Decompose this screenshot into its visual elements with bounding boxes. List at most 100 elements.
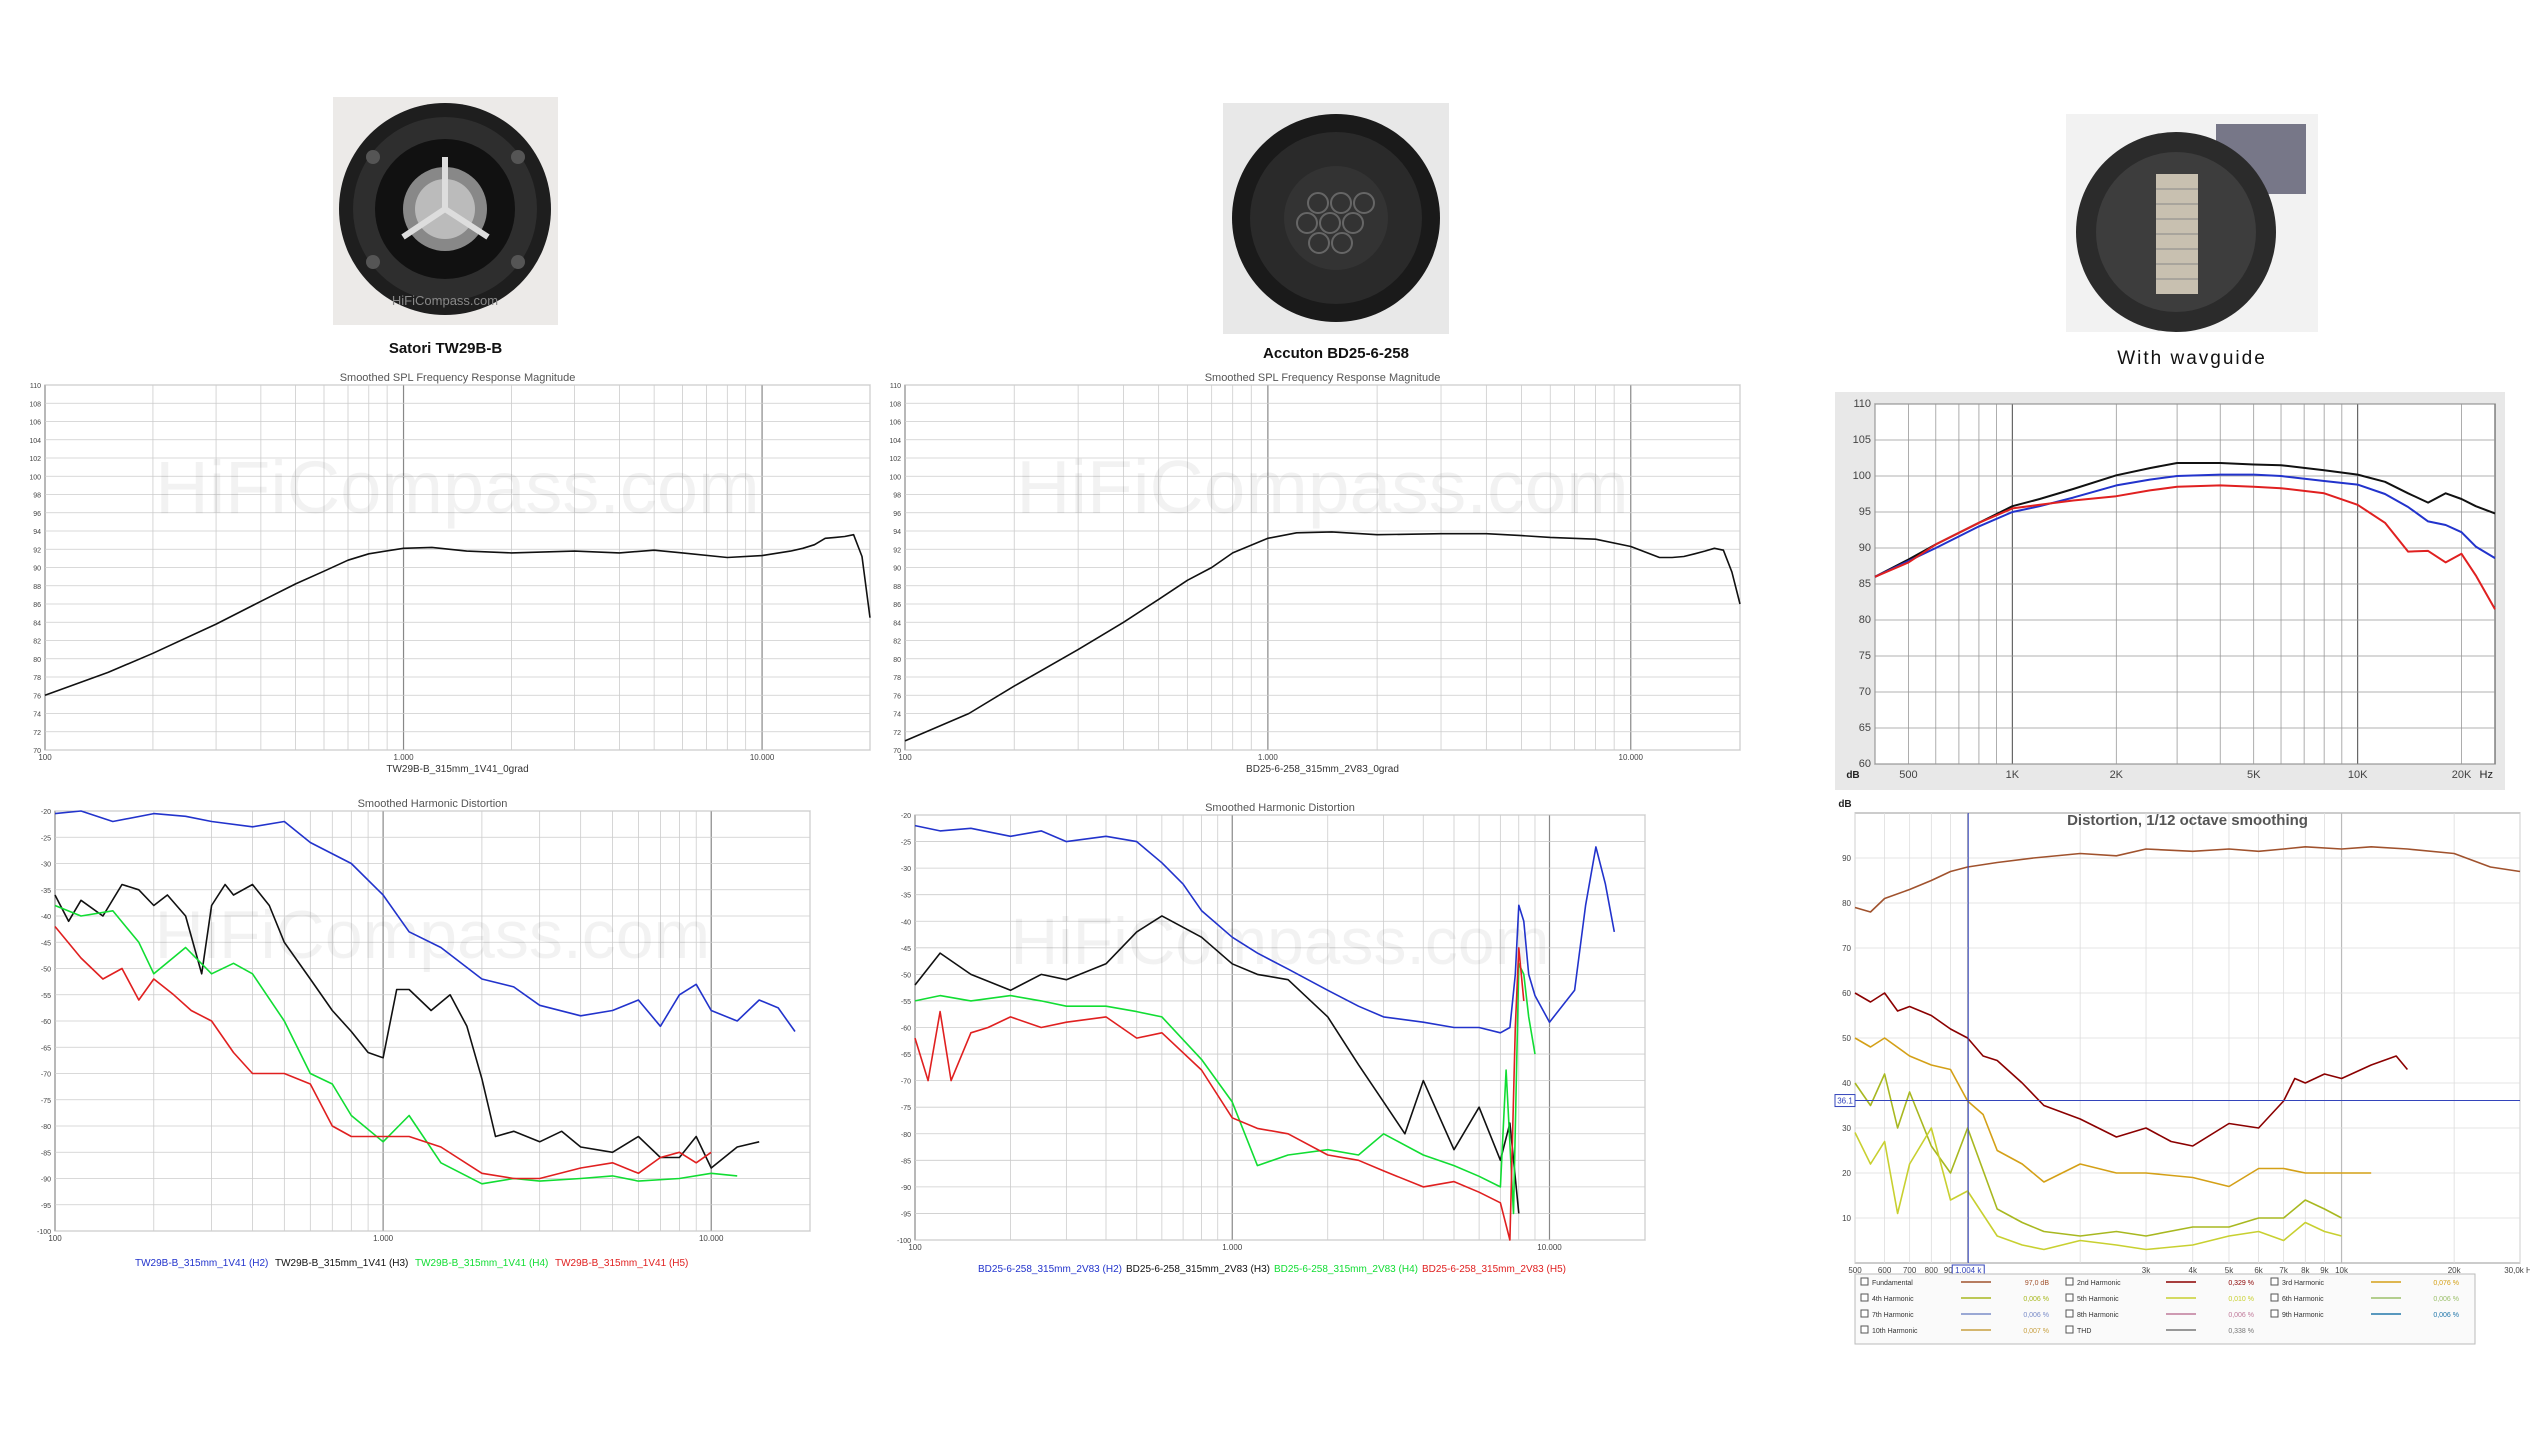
y-tick-label: -40: [901, 919, 911, 926]
legend-name: 2nd Harmonic: [2077, 1280, 2121, 1287]
y-tick-label: 102: [890, 456, 901, 463]
y-axis-label: dB: [1846, 770, 1859, 781]
y-tick-label: -60: [41, 1019, 51, 1026]
legend-entry: TW29B-B_315mm_1V41 (H5): [555, 1258, 688, 1269]
series-line-2: [54, 883, 760, 1169]
y-tick-label: 72: [893, 730, 901, 737]
legend-value: 0,007 %: [2023, 1328, 2049, 1335]
series-line-1: [1874, 462, 2496, 578]
x-tick-label: 10K: [2348, 769, 2368, 781]
y-tick-label: -20: [901, 813, 911, 820]
x-tick-label: 500: [1848, 1266, 1862, 1275]
y-tick-label: 80: [33, 657, 41, 664]
y-tick-label: -30: [901, 866, 911, 873]
y-tick-label: 108: [30, 401, 41, 408]
caption-accuton: Accuton BD25-6-258: [1263, 345, 1409, 362]
y-tick-label: -65: [901, 1052, 911, 1059]
watermark: HiFiCompass.com: [155, 897, 710, 973]
chart-waveguide-distortion: 1020304050607080905006007008009001k3k4k5…: [1834, 799, 2530, 1345]
y-tick-label: 20: [1842, 1169, 1851, 1178]
series-line-2: [914, 915, 1520, 1214]
legend-entry: BD25-6-258_315mm_2V83 (H4): [1274, 1264, 1418, 1275]
y-tick-label: 60: [1842, 989, 1851, 998]
y-tick-label: 60: [1859, 758, 1871, 770]
legend-value: 0,338 %: [2228, 1328, 2254, 1335]
legend-checkbox[interactable]: [1860, 1325, 1869, 1334]
legend-name: 4th Harmonic: [1872, 1296, 1914, 1303]
y-tick-label: -50: [41, 967, 51, 974]
chart-waveguide-frequency-response: 60 65 70 75 80 85 90 95 100 105 110 500 1K 2K 5K 10K 20K…: [1835, 392, 2505, 790]
series-line-4: [54, 925, 712, 1180]
series-line-3: [1854, 1037, 2372, 1188]
legend-checkbox[interactable]: [2065, 1293, 2074, 1302]
y-tick-label: 110: [1853, 398, 1871, 410]
chart-tw29-frequency-response: 70 72 74 76 78 80 82 84 86 88 90 92 94 96 98 100 102 104 1…: [30, 372, 871, 775]
y-tick-label: 88: [33, 584, 41, 591]
y-tick-label: 92: [893, 547, 901, 554]
x-tick-label: 9k: [2320, 1266, 2329, 1275]
series-line-5: [1854, 1127, 2342, 1251]
chart-title: Smoothed SPL Frequency Response Magnitud…: [1205, 372, 1441, 384]
y-tick-label: 102: [30, 456, 41, 463]
legend-value: 0,010 %: [2228, 1296, 2254, 1303]
waveguide-tweeter-image: [2076, 124, 2306, 332]
y-tick-label: 76: [893, 693, 901, 700]
legend-checkbox[interactable]: [2270, 1309, 2279, 1318]
y-tick-label: 70: [1859, 686, 1871, 698]
y-tick-label: 90: [1859, 542, 1871, 554]
x-tick-label: 10.000: [699, 1234, 724, 1243]
x-tick-label: 700: [1903, 1266, 1917, 1275]
y-tick-label: -25: [901, 840, 911, 847]
series-line-4: [914, 947, 1525, 1241]
legend-value: 97,0 dB: [2025, 1280, 2049, 1287]
series-line-1: [904, 531, 1741, 742]
series-line-1: [54, 810, 796, 1032]
y-tick-label: 82: [893, 639, 901, 646]
y-tick-label: 84: [893, 620, 901, 627]
y-tick-label: -95: [901, 1211, 911, 1218]
y-tick-label: -90: [901, 1185, 911, 1192]
y-tick-label: 94: [33, 529, 41, 536]
x-tick-label: 5K: [2247, 769, 2261, 781]
y-tick-label: 100: [890, 474, 901, 481]
photo-accuton: [1223, 103, 1449, 334]
y-tick-label: 106: [30, 420, 41, 427]
x-tick-label: 7k: [2279, 1266, 2288, 1275]
y-tick-label: -85: [901, 1158, 911, 1165]
y-tick-label: 78: [33, 675, 41, 682]
y-tick-label: -95: [41, 1203, 51, 1210]
legend-checkbox[interactable]: [1860, 1309, 1869, 1318]
chart-bd25-harmonic-distortion: -20 -25 -30 -35 -40 -45 -50 -55 -60 -65 -70 -75 -80 -…: [897, 802, 1646, 1275]
y-tick-label: 72: [33, 730, 41, 737]
y-tick-label: -30: [41, 862, 51, 869]
legend-entry: BD25-6-258_315mm_2V83 (H5): [1422, 1264, 1566, 1275]
x-tick-label: 10k: [2335, 1266, 2349, 1275]
y-tick-label: 90: [1842, 854, 1851, 863]
y-tick-label: 84: [33, 620, 41, 627]
legend-checkbox[interactable]: [2065, 1309, 2074, 1318]
y-tick-label: 10: [1842, 1214, 1851, 1223]
y-tick-label: 96: [893, 511, 901, 518]
legend-checkbox[interactable]: [2065, 1277, 2074, 1286]
y-tick-label: -20: [41, 809, 51, 816]
y-tick-label: 92: [33, 547, 41, 554]
y-tick-label: 96: [33, 511, 41, 518]
legend-checkbox[interactable]: [2270, 1293, 2279, 1302]
y-tick-label: 90: [33, 566, 41, 573]
y-tick-label: -55: [901, 999, 911, 1006]
y-tick-label: 82: [33, 639, 41, 646]
y-tick-label: 94: [893, 529, 901, 536]
chart-bd25-frequency-response: 70 72 74 76 78 80 82 84 86 88 90 92 94 96 98 100 102 104 1…: [890, 372, 1741, 775]
x-tick-label: 1K: [2006, 769, 2020, 781]
series-line-3: [914, 963, 1536, 1215]
legend-checkbox[interactable]: [1860, 1293, 1869, 1302]
legend-value: 0,076 %: [2433, 1280, 2459, 1287]
chart-title: Smoothed Harmonic Distortion: [1205, 802, 1355, 814]
legend-checkbox[interactable]: [2065, 1325, 2074, 1334]
photo-waveguide: [2066, 114, 2318, 332]
y-tick-label: -75: [901, 1105, 911, 1112]
legend-checkbox[interactable]: [1860, 1277, 1869, 1286]
x-tick-label: 3k: [2142, 1266, 2151, 1275]
x-tick-label: 20k: [2448, 1266, 2462, 1275]
legend-checkbox[interactable]: [2270, 1277, 2279, 1286]
